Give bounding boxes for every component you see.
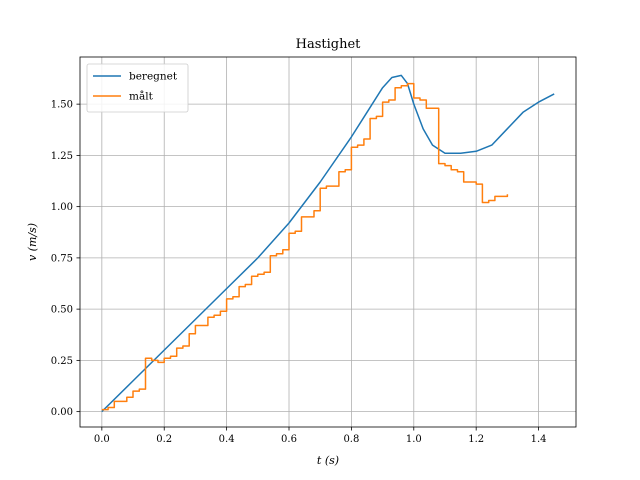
y-tick-label: 0.75 [51, 253, 73, 264]
y-tick-label: 0.50 [51, 305, 73, 316]
x-axis-title: t (s) [317, 454, 339, 467]
plot-frame [79, 56, 577, 428]
y-tick-label: 0.25 [51, 356, 73, 367]
x-tick-label: 0.0 [94, 434, 110, 445]
y-tick-label: 0.00 [51, 407, 73, 418]
legend-label-1: målt [129, 90, 154, 103]
y-tick-label: 1.25 [51, 151, 73, 162]
y-ticks: 0.00 0.25 0.50 0.75 1.00 1.25 1.50 [51, 100, 80, 418]
series-line-0 [101, 74, 555, 413]
x-tick-label: 0.8 [343, 434, 359, 445]
x-tick-label: 1.4 [531, 434, 547, 445]
y-tick-label: 1.50 [51, 100, 73, 111]
x-tick-label: 1.0 [406, 434, 422, 445]
x-ticks: 0.0 0.2 0.4 0.6 0.8 1.0 1.2 1.4 [94, 427, 547, 445]
series-line-1 [101, 82, 509, 411]
chart-title: Hastighet [296, 37, 362, 52]
x-tick-label: 1.2 [468, 434, 484, 445]
x-tick-label: 0.6 [281, 434, 297, 445]
grid [80, 57, 576, 427]
legend-label-0: beregnet [129, 71, 178, 83]
y-tick-label: 1.00 [51, 202, 73, 213]
x-tick-label: 0.4 [219, 434, 235, 445]
legend: beregnet målt [86, 63, 189, 113]
y-axis-title: v (m/s) [26, 223, 39, 261]
x-tick-label: 0.2 [156, 434, 172, 445]
series-layer [101, 74, 555, 413]
